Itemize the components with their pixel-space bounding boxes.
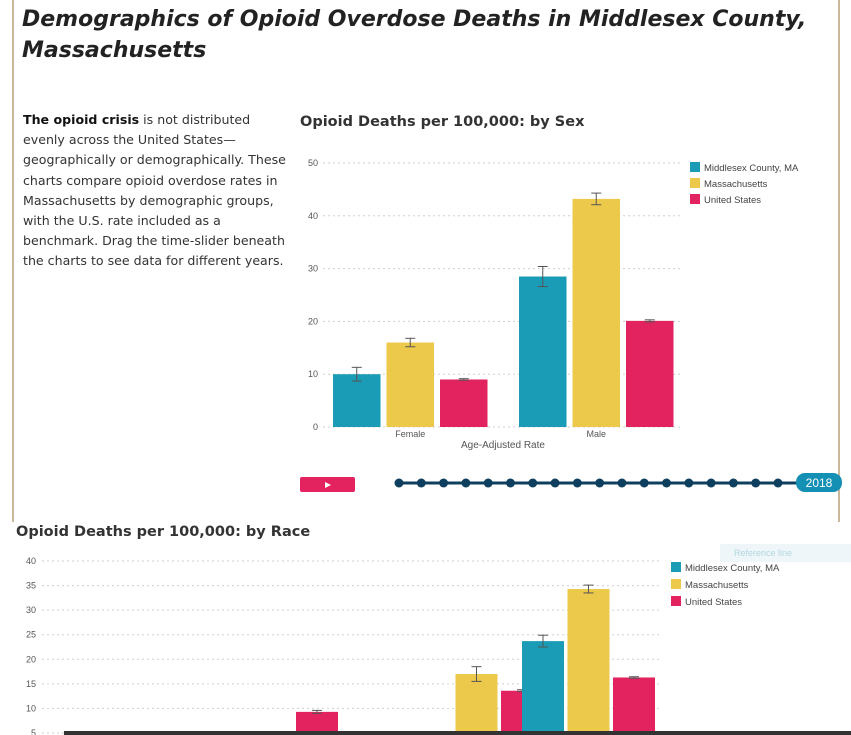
sex-bar: [386, 342, 434, 427]
race-bar: [455, 674, 498, 733]
frame-border-right: [838, 0, 840, 522]
sex-y-tick-label: 10: [308, 369, 318, 379]
slider-year-dot[interactable]: [572, 478, 582, 488]
sex-legend-label: Massachusetts: [704, 179, 768, 190]
race-bar: [613, 677, 655, 733]
race-bar: [522, 641, 564, 733]
reference-line-tab[interactable]: Reference line: [720, 544, 851, 562]
slider-year-dot[interactable]: [751, 478, 761, 488]
race-y-tick-label: 5: [31, 728, 36, 735]
race-bar: [296, 711, 338, 733]
play-button[interactable]: [300, 477, 355, 492]
race-legend-label: Middlesex County, MA: [685, 563, 780, 574]
race-chart-title: Opioid Deaths per 100,000: by Race: [16, 524, 311, 540]
sex-legend-swatch: [690, 194, 700, 204]
slider-year-dot[interactable]: [416, 478, 426, 488]
race-y-tick-label: 30: [26, 605, 36, 615]
sex-x-tick-label: Female: [395, 429, 425, 439]
slider-year-dot[interactable]: [773, 478, 783, 488]
race-y-tick-label: 15: [26, 679, 36, 689]
intro-text: is not distributed evenly across the Uni…: [23, 112, 286, 269]
race-y-tick-label: 35: [26, 581, 36, 591]
slider-year-dot[interactable]: [617, 478, 627, 488]
slider-year-dot[interactable]: [439, 478, 449, 488]
sex-bar: [626, 320, 674, 427]
sex-legend-label: United States: [704, 195, 761, 206]
play-icon: [324, 481, 331, 488]
slider-year-dot[interactable]: [595, 478, 605, 488]
race-legend-swatch: [671, 579, 681, 589]
sex-bar: [519, 276, 567, 427]
race-legend-swatch: [671, 596, 681, 606]
sex-y-tick-label: 0: [313, 422, 318, 432]
page-title: Demographics of Opioid Overdose Deaths i…: [22, 7, 807, 63]
intro-paragraph: The opioid crisis is not distributed eve…: [23, 110, 288, 272]
sex-y-tick-label: 40: [308, 211, 318, 221]
slider-year-dot[interactable]: [505, 478, 515, 488]
slider-year-dot[interactable]: [394, 478, 404, 488]
sex-y-tick-label: 20: [308, 316, 318, 326]
sex-legend-swatch: [690, 178, 700, 188]
slider-year-dot[interactable]: [706, 478, 716, 488]
frame-border-left: [12, 0, 14, 522]
slider-year-dot[interactable]: [483, 478, 493, 488]
sex-legend-label: Middlesex County, MA: [704, 163, 799, 174]
slider-year-dot[interactable]: [728, 478, 738, 488]
race-bar: [567, 589, 610, 733]
bottom-edge: [64, 731, 851, 735]
slider-year-dot[interactable]: [684, 478, 694, 488]
slider-year-dot[interactable]: [550, 478, 560, 488]
race-legend-swatch: [671, 562, 681, 572]
sex-x-axis-label: Age-Adjusted Rate: [461, 440, 545, 451]
sex-bar: [572, 198, 620, 427]
race-legend-label: United States: [685, 597, 742, 608]
slider-year-dot[interactable]: [639, 478, 649, 488]
sex-bar: [440, 379, 488, 427]
race-y-tick-label: 25: [26, 630, 36, 640]
year-badge[interactable]: 2018: [796, 473, 842, 492]
sex-chart-title: Opioid Deaths per 100,000: by Sex: [300, 114, 585, 130]
race-y-tick-label: 10: [26, 703, 36, 713]
sex-x-tick-label: Male: [586, 429, 606, 439]
slider-year-dot[interactable]: [528, 478, 538, 488]
intro-bold-phrase: The opioid crisis: [23, 112, 140, 127]
sex-y-tick-label: 50: [308, 158, 318, 168]
sex-y-tick-label: 30: [308, 264, 318, 274]
sex-legend-swatch: [690, 162, 700, 172]
race-legend-label: Massachusetts: [685, 580, 749, 591]
sex-bar: [333, 374, 381, 427]
race-y-tick-label: 40: [26, 556, 36, 566]
slider-year-dot[interactable]: [662, 478, 672, 488]
slider-year-dot[interactable]: [461, 478, 471, 488]
race-y-tick-label: 20: [26, 654, 36, 664]
